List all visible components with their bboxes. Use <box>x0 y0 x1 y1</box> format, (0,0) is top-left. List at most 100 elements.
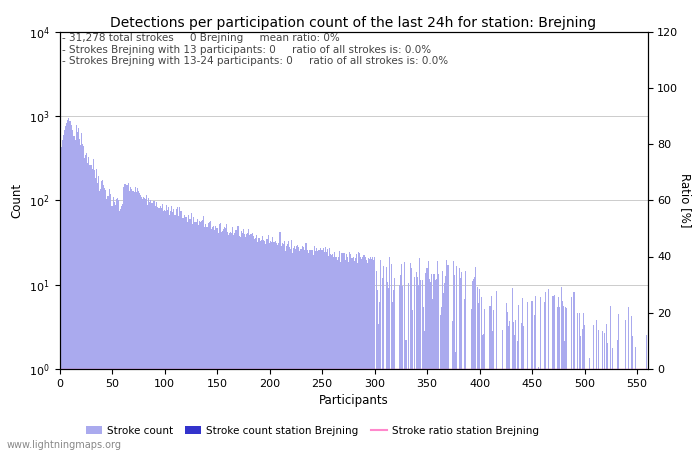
Bar <box>435 279 436 450</box>
Bar <box>106 199 107 450</box>
Bar <box>340 262 342 450</box>
Bar <box>411 268 412 450</box>
Bar <box>502 330 503 450</box>
Bar <box>589 358 590 450</box>
Bar <box>117 198 118 450</box>
Bar <box>295 249 296 450</box>
Bar <box>602 331 603 450</box>
Bar <box>212 227 214 450</box>
Bar <box>442 271 443 450</box>
Bar <box>443 292 444 450</box>
Bar <box>376 270 377 450</box>
Bar <box>349 252 350 450</box>
Bar <box>186 217 187 450</box>
Bar <box>232 227 233 450</box>
Bar <box>77 132 78 450</box>
Bar <box>522 298 523 450</box>
Bar <box>337 260 338 450</box>
Bar <box>419 257 420 450</box>
Bar <box>65 126 66 450</box>
Bar <box>224 227 225 450</box>
Bar <box>604 333 605 450</box>
Bar <box>241 233 243 450</box>
Bar <box>452 321 453 450</box>
Bar <box>506 303 507 450</box>
Bar <box>538 367 539 450</box>
Bar <box>104 188 105 450</box>
Bar <box>162 204 163 450</box>
Bar <box>269 243 270 450</box>
Bar <box>293 248 294 450</box>
Bar <box>273 242 274 450</box>
Bar <box>628 307 629 450</box>
Bar <box>199 222 201 450</box>
Bar <box>84 158 85 450</box>
Bar <box>258 238 260 450</box>
Bar <box>218 224 220 450</box>
Bar <box>107 196 108 450</box>
Bar <box>606 324 607 450</box>
Bar <box>140 195 141 450</box>
Bar <box>204 227 205 450</box>
Bar <box>128 184 130 450</box>
Bar <box>271 242 272 450</box>
Bar <box>565 307 566 450</box>
Bar <box>229 233 230 450</box>
Bar <box>181 211 182 450</box>
Bar <box>489 306 491 450</box>
Bar <box>291 240 292 450</box>
Bar <box>531 301 533 450</box>
Bar <box>75 140 76 450</box>
Bar <box>571 297 573 450</box>
Bar <box>99 191 100 450</box>
Bar <box>96 169 97 450</box>
Bar <box>334 252 335 450</box>
Bar <box>268 234 269 450</box>
Bar <box>265 243 266 450</box>
Bar <box>168 207 169 450</box>
Bar <box>285 252 286 450</box>
Bar <box>190 219 191 450</box>
Bar <box>535 296 536 450</box>
Bar <box>136 189 138 450</box>
Bar <box>247 233 248 450</box>
Bar <box>64 130 65 450</box>
Bar <box>523 326 524 450</box>
Bar <box>512 322 514 450</box>
Bar <box>436 279 437 450</box>
Bar <box>319 250 321 450</box>
Bar <box>369 259 370 450</box>
Bar <box>132 191 134 450</box>
Bar <box>558 297 559 450</box>
Bar <box>246 234 247 450</box>
Bar <box>251 234 252 450</box>
Bar <box>433 274 434 450</box>
Bar <box>453 261 454 450</box>
Bar <box>267 239 268 450</box>
Bar <box>418 285 419 450</box>
Bar <box>338 257 339 450</box>
Bar <box>123 187 124 450</box>
Bar <box>564 341 565 450</box>
Bar <box>533 315 535 450</box>
Bar <box>514 320 516 450</box>
Bar <box>86 153 88 450</box>
Bar <box>124 184 125 450</box>
Bar <box>382 278 384 450</box>
Bar <box>482 335 483 450</box>
Bar <box>313 256 314 450</box>
Bar <box>416 272 417 450</box>
Bar <box>566 308 567 450</box>
Bar <box>286 246 287 450</box>
Bar <box>474 277 475 450</box>
Bar <box>145 198 146 450</box>
Bar <box>356 254 357 450</box>
Y-axis label: Ratio [%]: Ratio [%] <box>679 173 692 228</box>
Text: - 31,278 total strokes     0 Brejning     mean ratio: 0%
- Strokes Brejning with: - 31,278 total strokes 0 Brejning mean r… <box>62 33 449 67</box>
Bar <box>437 261 438 450</box>
Bar <box>165 211 166 450</box>
Bar <box>176 207 178 450</box>
Bar <box>262 240 264 450</box>
Bar <box>432 299 433 450</box>
Bar <box>317 251 318 450</box>
